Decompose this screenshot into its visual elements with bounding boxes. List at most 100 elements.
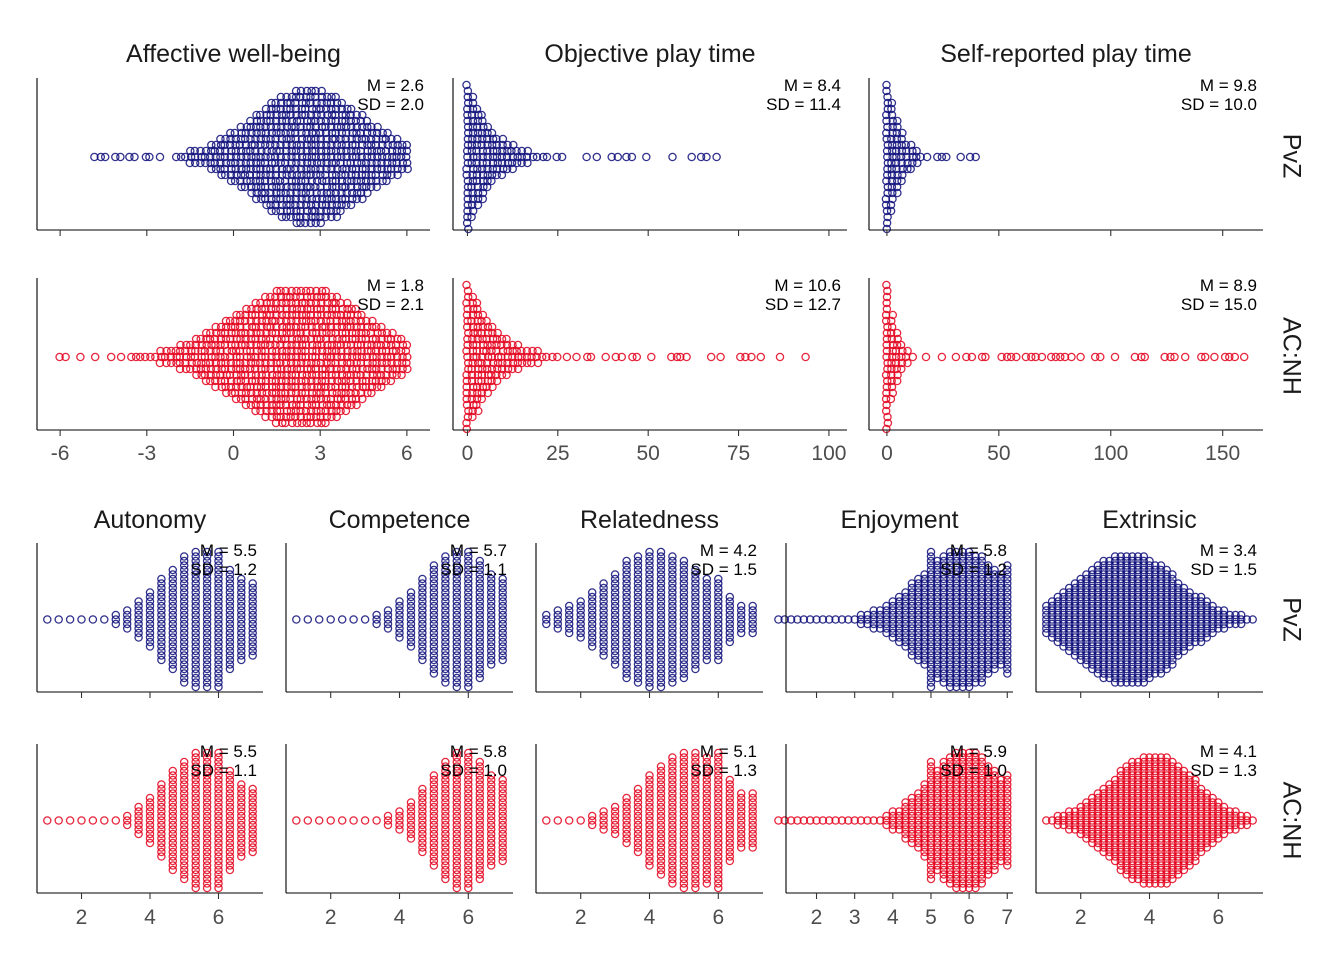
point [157, 637, 166, 647]
point [235, 140, 245, 150]
point [222, 370, 231, 380]
point [337, 358, 347, 368]
point [888, 194, 897, 204]
point [157, 646, 166, 656]
point [271, 376, 281, 386]
point [287, 170, 297, 180]
x-tick-label: 2 [325, 906, 337, 929]
point [922, 152, 932, 162]
point [307, 382, 316, 392]
point [296, 182, 306, 192]
point [307, 352, 317, 362]
point [331, 194, 341, 204]
point [478, 194, 488, 204]
point [297, 188, 306, 198]
points [881, 80, 980, 234]
point [937, 152, 947, 162]
point [179, 874, 189, 884]
point [214, 883, 223, 893]
point [463, 110, 472, 120]
point [286, 388, 296, 398]
point [225, 820, 235, 830]
point [214, 865, 223, 875]
point [622, 673, 631, 683]
point [462, 280, 471, 290]
point [179, 597, 189, 606]
point [168, 852, 178, 861]
point [887, 146, 897, 156]
point [297, 104, 307, 114]
point [241, 334, 250, 344]
point [179, 556, 189, 566]
point [321, 104, 331, 114]
point [346, 158, 355, 168]
point [291, 164, 300, 174]
sd-label: SD = 1.2 [940, 560, 1007, 579]
point [145, 592, 155, 602]
point [463, 212, 472, 222]
point [252, 188, 261, 198]
point [668, 152, 677, 162]
point [377, 334, 386, 344]
point [191, 780, 200, 789]
cell-pvz: M = 4.2SD = 1.5 [535, 541, 763, 698]
point [292, 218, 301, 228]
point [906, 140, 916, 150]
point [134, 615, 143, 624]
point [347, 170, 356, 180]
point [468, 122, 478, 132]
point [251, 358, 260, 368]
point [332, 310, 341, 320]
point [202, 816, 212, 825]
point [498, 655, 507, 665]
point [191, 579, 200, 588]
point [398, 364, 407, 374]
point [168, 829, 178, 839]
point [303, 364, 312, 374]
point [883, 322, 892, 332]
point [333, 394, 342, 404]
point [307, 322, 316, 332]
point [179, 780, 189, 789]
point [231, 382, 241, 392]
point [282, 310, 291, 320]
point [202, 771, 212, 780]
point [463, 200, 473, 210]
point [322, 158, 331, 168]
point [251, 170, 261, 180]
point [468, 412, 477, 422]
point [377, 352, 386, 362]
point [926, 682, 936, 692]
point [463, 98, 473, 108]
point [122, 811, 132, 821]
point [292, 110, 301, 120]
point [191, 789, 200, 798]
point [248, 619, 257, 629]
point [403, 352, 412, 362]
point [1037, 352, 1047, 362]
point [211, 152, 221, 162]
cell-acnh: 2 4 6M = 5.1SD = 1.3 [535, 742, 763, 929]
point [235, 322, 245, 332]
point [387, 146, 397, 156]
point [302, 170, 311, 180]
x-tick-label: 4 [644, 906, 656, 929]
point [291, 86, 301, 96]
point [557, 152, 567, 162]
point [1012, 352, 1021, 362]
points [90, 86, 412, 228]
point [291, 92, 301, 102]
point [327, 200, 337, 210]
point [469, 400, 478, 410]
point [498, 134, 508, 144]
point [599, 825, 608, 834]
point [247, 310, 257, 320]
point [220, 352, 230, 362]
point [523, 158, 532, 168]
point [291, 146, 301, 156]
point [287, 298, 296, 308]
point [296, 176, 306, 186]
point [276, 412, 285, 422]
point [887, 358, 896, 368]
point [337, 152, 346, 162]
